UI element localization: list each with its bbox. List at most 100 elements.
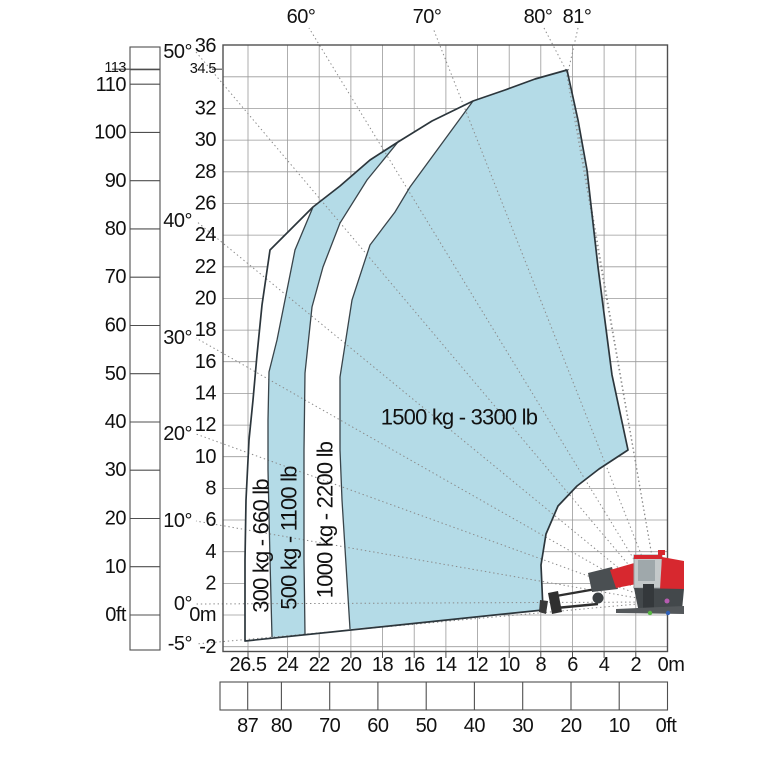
attachment-tip [539,600,548,614]
reach-ft-label-50: 50 [416,715,438,737]
angle-label-80°: 80° [524,6,553,28]
height-ft-label-30: 30 [105,459,127,481]
angle-label--5°: -5° [168,633,192,655]
height-m-label-10: 10 [195,446,217,468]
reach-ft-label-0ft: 0ft [656,715,678,737]
height-m-label-6: 6 [205,509,216,531]
angle-label-50°: 50° [163,41,192,63]
height-m-label-16: 16 [195,351,217,373]
reach-m-label-8: 8 [535,654,546,676]
height-ft-label-10: 10 [105,556,127,578]
zone-labels: 300 kg - 660 lb 500 kg - 1100 lb 1000 kg -… [249,405,539,613]
angle-line-80 [565,69,661,603]
angle-label-10°: 10° [163,510,192,532]
angle-line-40° [195,220,661,603]
angle-label-81°: 81° [563,6,592,28]
reach-m-label-0m: 0m [658,654,685,676]
feet-ruler-frame [129,46,161,651]
boom-head [588,567,618,592]
reach-m-label-6: 6 [567,654,578,676]
reach-m-ticks [247,651,637,658]
height-m-label--2: -2 [199,636,216,658]
zone-label-300kg: 300 kg - 660 lb [249,479,274,613]
height-m-label-4: 4 [205,541,216,563]
axis-labels: 3634.532302826242220181614121086420m-211… [94,6,685,737]
jib-link-lower [555,602,599,610]
engine-body [660,557,684,589]
angle-label-30°: 30° [163,327,192,349]
zone-label-1000kg: 1000 kg - 2200 lb [313,441,338,598]
angle-label-0°: 0° [174,593,192,615]
height-ft-label-110: 110 [96,74,127,96]
reach-m-label-26.5: 26.5 [230,654,267,676]
envelope-outline [244,69,629,642]
reach-ft-label-87: 87 [237,715,259,737]
height-m-label-12: 12 [195,414,217,436]
height-m-label-26: 26 [195,193,217,215]
reach-m-label-12: 12 [467,654,489,676]
reach-m-label-16: 16 [404,654,426,676]
ref-dot-green [647,610,653,616]
height-ft-label-60: 60 [105,315,127,337]
height-ft-label-80: 80 [105,218,127,240]
reach-ft-label-40: 40 [464,715,486,737]
telehandler-illustration [539,550,684,616]
angle-label-20°: 20° [163,423,192,445]
cab-window [638,560,655,581]
feet-ruler-bottom [219,681,669,711]
height-m-label-30: 30 [195,129,217,151]
reach-ft-label-30: 30 [512,715,534,737]
height-m-label-22: 22 [195,256,217,278]
load-envelope [245,70,628,641]
feet-bar-frame [219,681,669,711]
edge-500-1000 [303,141,399,635]
reach-ft-label-10: 10 [609,715,631,737]
zone-label-500kg: 500 kg - 1100 lb [277,466,302,610]
beacon [658,550,665,555]
chart-border [222,44,669,653]
angle-line-0° [195,601,661,605]
reach-ft-label-70: 70 [319,715,341,737]
height-ft-label-0ft: 0ft [105,604,127,626]
boom-angle-lines [195,27,661,645]
height-m-label-24: 24 [195,224,217,246]
height-m-label-28: 28 [195,161,217,183]
height-m-label-14: 14 [195,383,217,405]
reach-ft-label-60: 60 [367,715,389,737]
jib-hook-block [548,591,562,614]
height-ft-label-70: 70 [105,266,127,288]
zone-label-1500kg: 1500 kg - 3300 lb [381,405,538,430]
reach-m-label-22: 22 [309,654,331,676]
height-ft-label-113: 113 [104,60,126,76]
height-ft-label-50: 50 [105,363,127,385]
height-ft-label-90: 90 [105,170,127,192]
height-m-label-34.5: 34.5 [190,61,217,77]
height-m-label-32: 32 [195,98,217,120]
reach-ft-label-20: 20 [560,715,582,737]
height-ft-label-20: 20 [105,508,127,530]
angle-line-81 [567,71,661,603]
height-m-label-18: 18 [195,319,217,341]
height-ft-label-100: 100 [94,122,126,144]
reach-m-label-14: 14 [435,654,457,676]
zone-1500kg-area [340,70,628,629]
feet-ruler-left [112,46,222,651]
angle-line-30° [195,337,661,603]
jib-link-upper [555,587,597,598]
height-m-label-36: 36 [195,35,217,57]
reach-m-label-2: 2 [630,654,641,676]
zone-500kg-band [268,142,398,637]
angle-label-40°: 40° [163,210,192,232]
angle-leader-80 [543,27,567,71]
angle-leader-81 [567,27,579,73]
ref-dot-blue [665,610,671,616]
cab-roof-trim [634,555,662,559]
edge-300-500 [267,206,314,638]
angle-label-70°: 70° [413,6,442,28]
angle-line-top [308,27,661,603]
angle-label-60°: 60° [287,6,316,28]
height-m-label-8: 8 [205,478,216,500]
height-m-label-20: 20 [195,288,217,310]
